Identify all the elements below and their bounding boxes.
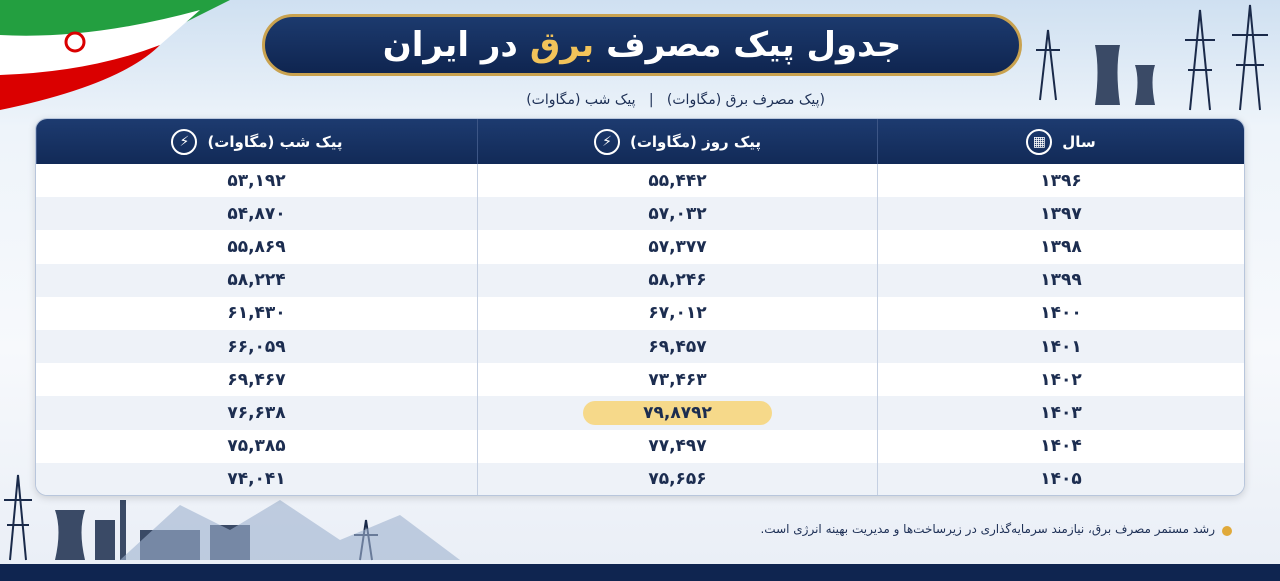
table-cell: ۵۸,۲۴۶ xyxy=(477,263,877,297)
table-cell: ۷۹,۸۷۹۲ xyxy=(477,396,877,430)
table: سال ▦ پیک روز (مگاوات) ⚡ پیک شب (مگاوات) ⚡ ۱۳۹… xyxy=(35,118,1245,496)
table-row: ۱۴۰۴ ۷۷,۴۹۷ ۷۵,۳۸۵ xyxy=(36,429,1244,463)
table-cell: ۱۳۹۷ xyxy=(877,197,1244,231)
title-banner: جدول پیک مصرف برق در ایران xyxy=(262,14,1022,76)
table-cell: ۷۴,۰۴۱ xyxy=(36,463,477,495)
table-cell: ۵۵,۴۴۲ xyxy=(477,164,877,198)
cell-text: ۶۹,۴۵۷ xyxy=(648,336,707,357)
cell-text: ۱۴۰۴ xyxy=(1040,436,1082,457)
subtitle: (پیک مصرف برق (مگاوات) | پیک شب (مگاوات) xyxy=(526,92,825,108)
bullet xyxy=(1222,526,1232,536)
table-row: ۱۴۰۳ ۷۹,۸۷۹۲ ۷۶,۶۳۸ xyxy=(36,396,1244,430)
table-cell: ۱۴۰۴ xyxy=(877,429,1244,463)
cell-text: ۵۵,۸۶۹ xyxy=(227,236,286,257)
table-row: ۱۴۰۱ ۶۹,۴۵۷ ۶۶,۰۵۹ xyxy=(36,329,1244,364)
header-text: سال xyxy=(1062,132,1096,151)
cell-text: ۶۷,۰۱۲ xyxy=(648,303,707,324)
table-cell: ۷۵,۶۵۶ xyxy=(477,462,877,495)
cell-text: ۶۱,۴۳۰ xyxy=(227,303,286,324)
table-cell: ۵۵,۸۶۹ xyxy=(36,230,477,263)
header-row: سال ▦ پیک روز (مگاوات) ⚡ پیک شب (مگاوات) ⚡ xyxy=(36,119,1244,164)
cell-text: ۱۳۹۸ xyxy=(1040,236,1082,257)
table-cell: ۱۳۹۹ xyxy=(877,263,1244,297)
cell-text: ۱۴۰۳ xyxy=(1040,402,1082,423)
bottom-strip xyxy=(0,564,1280,581)
cell-text: ۷۷,۴۹۷ xyxy=(648,436,707,457)
table-cell: ۷۷,۴۹۷ xyxy=(477,429,877,463)
table-cell: ۶۹,۴۶۷ xyxy=(36,363,477,396)
cell-text: ۷۹,۸۷۹۲ xyxy=(583,400,772,425)
cell-text: ۵۸,۲۴۶ xyxy=(648,270,707,291)
title: جدول پیک مصرف xyxy=(606,25,902,65)
table-cell: ۶۹,۴۵۷ xyxy=(477,329,877,364)
header-cell: پیک روز (مگاوات) ⚡ xyxy=(477,119,877,164)
header-cell: پیک شب (مگاوات) ⚡ xyxy=(36,119,477,164)
title-highlight: برق xyxy=(529,25,595,65)
header-text: پیک روز (مگاوات) xyxy=(629,132,762,151)
cell-text: ۱۳۹۶ xyxy=(1040,170,1082,191)
table-row: ۱۴۰۲ ۷۳,۴۶۳ ۶۹,۴۶۷ xyxy=(36,363,1244,397)
table-cell: ۱۳۹۶ xyxy=(877,164,1244,198)
cell-text: ۷۴,۰۴۱ xyxy=(227,469,286,490)
table-row: ۱۳۹۶ ۵۵,۴۴۲ ۵۳,۱۹۲ xyxy=(36,164,1244,198)
table-cell: ۱۴۰۲ xyxy=(877,363,1244,397)
cell-text: ۵۳,۱۹۲ xyxy=(227,170,286,191)
table-cell: ۷۵,۳۸۵ xyxy=(36,430,477,463)
cell-text: ۵۷,۰۳۲ xyxy=(648,203,707,224)
title: در ایران xyxy=(382,25,518,65)
cell-text: ۱۳۹۹ xyxy=(1040,270,1082,291)
table-cell: ۵۷,۰۳۲ xyxy=(477,197,877,231)
cell-text: ۷۵,۳۸۵ xyxy=(227,436,286,457)
table-cell: ۷۳,۴۶۳ xyxy=(477,363,877,397)
header-text: پیک شب (مگاوات) xyxy=(207,132,343,151)
table-cell: ۱۴۰۰ xyxy=(877,296,1244,330)
cell-text: ۵۸,۲۲۴ xyxy=(227,270,286,291)
table-cell: ۱۳۹۸ xyxy=(877,230,1244,264)
header-icon: ▦ xyxy=(1026,128,1053,155)
header-icon: ⚡ xyxy=(593,128,620,155)
table-cell: ۱۴۰۵ xyxy=(877,462,1244,495)
table-cell: ۶۶,۰۵۹ xyxy=(36,330,477,363)
table-cell: ۷۶,۶۳۸ xyxy=(36,396,477,429)
cell-text: ۶۶,۰۵۹ xyxy=(227,336,286,357)
cell-text: ۵۵,۴۴۲ xyxy=(648,170,707,191)
table-cell: ۵۴,۸۷۰ xyxy=(36,197,477,230)
cell-text: ۱۴۰۱ xyxy=(1040,336,1082,357)
table-cell: ۵۷,۳۷۷ xyxy=(477,230,877,264)
table-row: ۱۳۹۷ ۵۷,۰۳۲ ۵۴,۸۷۰ xyxy=(36,197,1244,231)
table-row: ۱۳۹۸ ۵۷,۳۷۷ ۵۵,۸۶۹ xyxy=(36,230,1244,264)
cell-text: ۷۵,۶۵۶ xyxy=(648,469,707,490)
header-icon: ⚡ xyxy=(171,128,198,155)
table-cell: ۶۷,۰۱۲ xyxy=(477,296,877,330)
cell-text: ۱۴۰۰ xyxy=(1040,303,1082,324)
cell-text: ۶۹,۴۶۷ xyxy=(227,369,286,390)
table-cell: ۱۴۰۳ xyxy=(877,396,1244,430)
table-row: ۱۴۰۰ ۶۷,۰۱۲ ۶۱,۴۳۰ xyxy=(36,296,1244,330)
cell-text: ۵۷,۳۷۷ xyxy=(648,236,707,257)
cell-text: ۱۴۰۵ xyxy=(1040,469,1082,490)
footer-note: رشد مستمر مصرف برق، نیازمند سرمایه‌گذاری… xyxy=(760,522,1215,536)
table-cell: ۵۸,۲۲۴ xyxy=(36,264,477,297)
cell-text: ۷۶,۶۳۸ xyxy=(227,402,286,423)
table-row: ۱۴۰۵ ۷۵,۶۵۶ ۷۴,۰۴۱ xyxy=(36,462,1244,495)
table-cell: ۵۳,۱۹۲ xyxy=(36,164,477,197)
cell-text: ۷۳,۴۶۳ xyxy=(648,369,707,390)
table-row: ۱۳۹۹ ۵۸,۲۴۶ ۵۸,۲۲۴ xyxy=(36,263,1244,297)
cell-text: ۵۴,۸۷۰ xyxy=(227,203,286,224)
cell-text: ۱۴۰۲ xyxy=(1040,369,1082,390)
table-cell: ۱۴۰۱ xyxy=(877,329,1244,364)
table-cell: ۶۱,۴۳۰ xyxy=(36,297,477,330)
header-cell: سال ▦ xyxy=(877,119,1244,164)
cell-text: ۱۳۹۷ xyxy=(1040,203,1082,224)
